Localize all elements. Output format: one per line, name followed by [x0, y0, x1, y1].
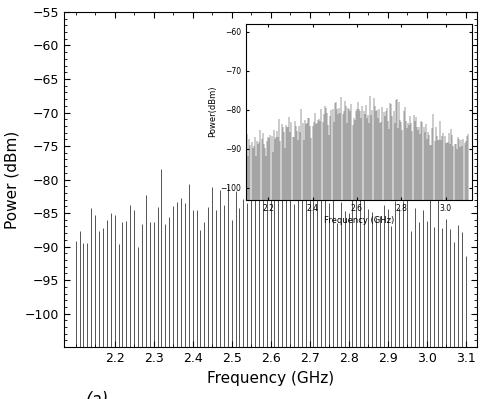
Y-axis label: Power (dBm): Power (dBm): [4, 130, 19, 229]
X-axis label: Frequency (GHz): Frequency (GHz): [207, 371, 334, 385]
X-axis label: Frequency (GHz): Frequency (GHz): [324, 216, 394, 225]
Y-axis label: Power(dBm): Power(dBm): [209, 86, 217, 138]
Text: (a): (a): [86, 391, 109, 399]
